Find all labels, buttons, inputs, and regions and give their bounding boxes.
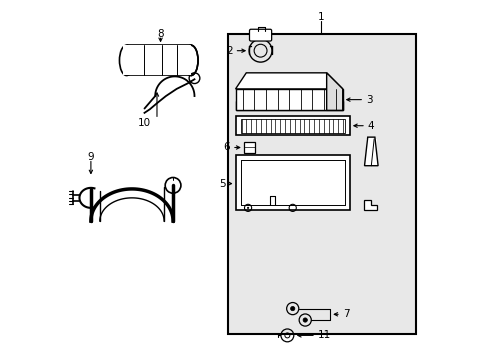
Bar xyxy=(244,142,255,153)
Polygon shape xyxy=(235,73,342,89)
Text: 5: 5 xyxy=(219,179,225,189)
Bar xyxy=(123,45,190,75)
Ellipse shape xyxy=(183,45,198,76)
Circle shape xyxy=(290,306,294,311)
Bar xyxy=(241,118,344,133)
Text: 2: 2 xyxy=(226,46,233,56)
Circle shape xyxy=(246,207,248,209)
Bar xyxy=(228,33,415,334)
Polygon shape xyxy=(364,200,376,210)
Text: 6: 6 xyxy=(223,143,230,153)
Text: 9: 9 xyxy=(87,152,94,162)
Text: 7: 7 xyxy=(342,309,348,319)
Polygon shape xyxy=(365,139,376,166)
Text: 3: 3 xyxy=(365,95,372,105)
FancyBboxPatch shape xyxy=(249,29,271,41)
Polygon shape xyxy=(235,89,342,111)
Bar xyxy=(235,155,349,210)
Circle shape xyxy=(303,318,307,322)
Polygon shape xyxy=(326,73,342,111)
Text: 11: 11 xyxy=(317,330,330,341)
Polygon shape xyxy=(364,137,377,166)
Text: 1: 1 xyxy=(317,13,324,22)
Text: 10: 10 xyxy=(138,118,151,128)
Text: 4: 4 xyxy=(367,121,374,131)
Ellipse shape xyxy=(119,45,134,76)
Bar xyxy=(235,116,349,135)
Bar xyxy=(235,102,342,111)
Text: 8: 8 xyxy=(157,28,163,39)
